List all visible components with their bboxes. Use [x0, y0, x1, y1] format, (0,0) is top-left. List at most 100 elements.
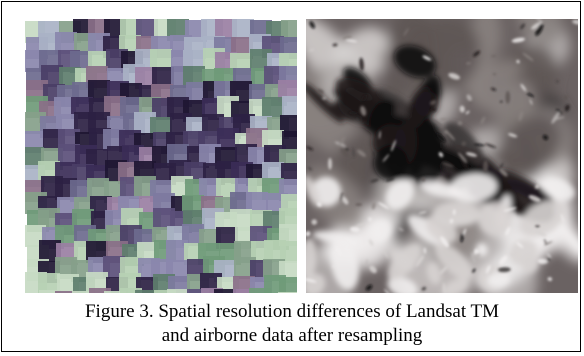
- airborne-texture-blob: [497, 267, 511, 273]
- airborne-texture-blob: [452, 209, 456, 216]
- airborne-texture-blob: [473, 50, 481, 57]
- airborne-texture-blob: [365, 284, 373, 291]
- airborne-image-canvas: [306, 19, 578, 293]
- airborne-texture-blob: [341, 196, 349, 205]
- airborne-texture-blob: [489, 265, 493, 276]
- airborne-texture-blob: [563, 95, 568, 100]
- airborne-texture-blob: [379, 130, 381, 140]
- airborne-texture-blob: [544, 238, 547, 245]
- landsat-pixel-block: [215, 19, 237, 39]
- airborne-texture-blob: [449, 218, 454, 224]
- landsat-tm-image-canvas: [25, 19, 297, 293]
- landsat-pixel-block: [55, 291, 77, 293]
- airborne-texture-blob: [306, 82, 344, 124]
- airborne-texture-blob: [537, 258, 548, 265]
- landsat-pixel-block: [230, 209, 252, 231]
- airborne-texture-blob: [359, 57, 364, 71]
- landsat-pixel-block: [282, 96, 297, 118]
- landsat-pixel-block: [262, 97, 284, 119]
- airborne-texture-blob: [542, 178, 575, 201]
- airborne-texture-blob: [426, 261, 442, 285]
- airborne-texture-blob: [355, 203, 363, 206]
- figure-caption-line-2: and airborne data after resampling: [161, 325, 423, 346]
- airborne-texture-blob: [311, 219, 318, 225]
- airborne-texture-blob: [480, 116, 486, 125]
- airborne-texture-blob: [306, 231, 311, 237]
- landsat-pixel-block: [214, 289, 236, 293]
- landsat-pixel-block: [152, 67, 174, 89]
- landsat-pixel-block: [279, 277, 297, 293]
- airborne-texture-blob: [516, 59, 520, 64]
- airborne-texture-blob: [432, 201, 481, 227]
- airborne-texture-blob: [369, 99, 396, 131]
- airborne-texture-blob: [415, 255, 424, 267]
- airborne-texture-blob: [472, 268, 476, 273]
- airborne-texture-blob: [407, 86, 432, 129]
- airborne-texture-blob: [357, 149, 366, 157]
- airborne-texture-blob: [439, 118, 448, 121]
- landsat-pixel-block: [153, 208, 175, 230]
- airborne-texture-blob: [335, 246, 342, 256]
- figure-caption-line-1: Figure 3. Spatial resolution differences…: [84, 301, 500, 322]
- landsat-tm-image: [25, 19, 297, 293]
- airborne-texture-blob: [520, 83, 527, 92]
- airborne-texture-blob: [556, 109, 563, 115]
- airborne-texture-blob: [518, 111, 524, 121]
- airborne-texture-blob: [387, 276, 418, 293]
- airborne-texture-blob: [377, 202, 390, 209]
- airborne-texture-blob: [394, 45, 436, 78]
- airborne-texture-blob: [307, 166, 312, 171]
- airborne-texture-blob: [368, 239, 374, 247]
- airborne-texture-blob: [398, 227, 404, 232]
- airborne-texture-blob: [369, 219, 392, 242]
- airborne-texture-blob: [331, 101, 359, 121]
- landsat-pixel-block: [87, 178, 109, 200]
- airborne-texture-blob: [470, 253, 480, 260]
- airborne-texture-blob: [522, 256, 539, 273]
- airborne-texture-blob: [493, 73, 496, 76]
- airborne-texture-blob: [482, 160, 489, 173]
- airborne-texture-blob: [520, 200, 566, 237]
- airborne-texture-blob: [547, 277, 553, 281]
- airborne-texture-blob: [534, 184, 540, 189]
- airborne-texture-blob: [441, 162, 455, 168]
- airborne-texture-blob: [457, 120, 463, 126]
- airborne-texture-blob: [505, 226, 511, 236]
- airborne-texture-blob: [511, 37, 526, 43]
- airborne-texture-blob: [534, 19, 543, 23]
- airborne-texture-blob: [460, 157, 469, 170]
- airborne-texture-blob: [308, 49, 315, 52]
- landsat-pixel-block: [167, 289, 189, 293]
- airborne-texture-blob: [403, 27, 409, 37]
- airborne-texture-blob: [560, 213, 564, 223]
- airborne-texture-blob: [522, 52, 534, 62]
- airborne-texture-blob: [465, 62, 471, 65]
- airborne-texture-blob: [490, 87, 497, 91]
- airborne-texture-blob: [434, 242, 473, 280]
- airborne-texture-blob: [461, 141, 467, 146]
- airborne-texture-blob: [473, 143, 486, 147]
- airborne-texture-blob: [345, 39, 358, 43]
- landsat-pixel-block: [199, 178, 221, 200]
- airborne-texture-blob: [421, 286, 427, 291]
- airborne-texture-blob: [444, 129, 449, 135]
- airborne-texture-blob: [572, 19, 578, 25]
- landsat-pixel-block: [72, 291, 94, 293]
- airborne-texture-blob: [526, 92, 534, 98]
- airborne-texture-blob: [487, 272, 510, 288]
- landsat-pixel-block: [278, 292, 297, 293]
- airborne-texture-blob: [421, 177, 426, 182]
- airborne-texture-blob: [441, 278, 469, 293]
- airborne-texture-blob: [422, 55, 432, 61]
- airborne-texture-blob: [306, 278, 317, 283]
- airborne-texture-blob: [432, 118, 443, 127]
- landsat-pixel-block: [120, 288, 142, 293]
- airborne-texture-blob: [340, 192, 343, 202]
- airborne-texture-blob: [423, 247, 427, 254]
- landsat-pixel-block: [54, 97, 76, 119]
- airborne-texture-blob: [448, 72, 460, 80]
- airborne-texture-blob: [328, 157, 332, 170]
- airborne-texture-blob: [382, 249, 389, 259]
- airborne-texture-blob: [382, 154, 390, 162]
- airborne-texture-blob: [499, 168, 508, 177]
